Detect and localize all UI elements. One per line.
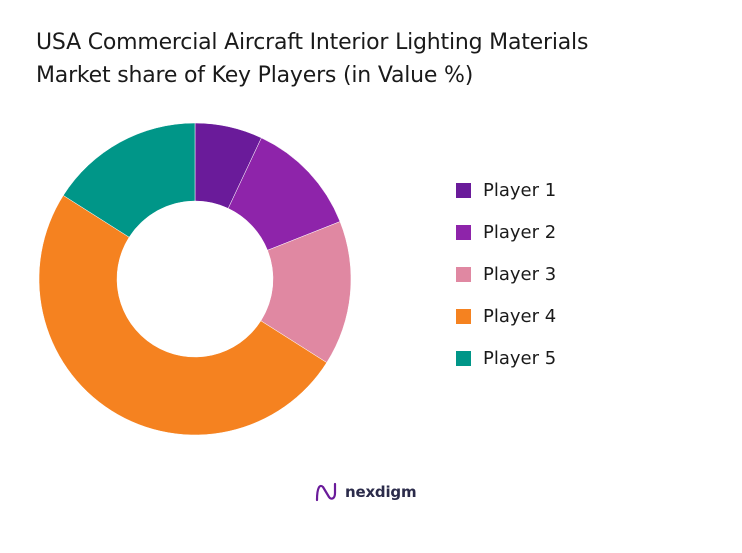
chart-title-line-1: USA Commercial Aircraft Interior Lightin… [36,30,589,55]
legend-item-4: Player 4 [456,305,656,327]
donut-slice-4 [38,195,328,436]
legend-label-3: Player 3 [483,263,557,285]
chart-title-line-2: Market share of Key Players (in Value %) [36,63,474,88]
legend-item-2: Player 2 [456,221,656,243]
legend-swatch-4 [456,308,471,324]
nexdigm-logo-icon [315,482,337,502]
legend-swatch-2 [456,224,471,240]
donut-slices [38,122,352,436]
legend-label-2: Player 2 [483,221,557,243]
legend-swatch-1 [456,182,471,198]
legend-swatch-5 [456,350,471,366]
brand-name: nexdigm [345,483,417,501]
brand-logo: nexdigm [314,480,417,504]
legend-item-1: Player 1 [456,179,656,201]
donut-slice-5 [62,122,196,238]
chart-title: USA Commercial Aircraft Interior Lightin… [36,26,716,92]
chart-legend: Player 1 Player 2 Player 3 Player 4 Player 5 [456,179,656,389]
legend-label-5: Player 5 [483,347,557,369]
legend-item-3: Player 3 [456,263,656,285]
legend-label-1: Player 1 [483,179,557,201]
legend-item-5: Player 5 [456,347,656,369]
legend-label-4: Player 4 [483,305,557,327]
donut-slice-3 [260,221,352,363]
legend-swatch-3 [456,266,471,282]
